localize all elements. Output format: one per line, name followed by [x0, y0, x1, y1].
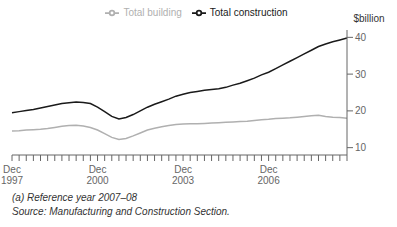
- svg-text:Dec2006: Dec2006: [257, 164, 280, 185]
- svg-text:30: 30: [355, 69, 367, 80]
- svg-text:$billion: $billion: [353, 13, 384, 24]
- svg-text:10: 10: [355, 142, 367, 153]
- html-text:Source: Manufacturing and Cons: Source: Manufacturing and Construction S…: [12, 206, 230, 217]
- html-text:(a) Reference year 2007–08: (a) Reference year 2007–08: [12, 192, 138, 203]
- svg-text:40: 40: [355, 32, 367, 43]
- svg-text:Dec2000: Dec2000: [86, 164, 109, 185]
- html-text:Total construction: Total construction: [209, 6, 288, 18]
- svg-text:20: 20: [355, 105, 367, 116]
- html-text:Total building: Total building: [123, 6, 182, 18]
- svg-text:Dec2003: Dec2003: [172, 164, 195, 185]
- svg-text:Dec1997: Dec1997: [8, 164, 24, 185]
